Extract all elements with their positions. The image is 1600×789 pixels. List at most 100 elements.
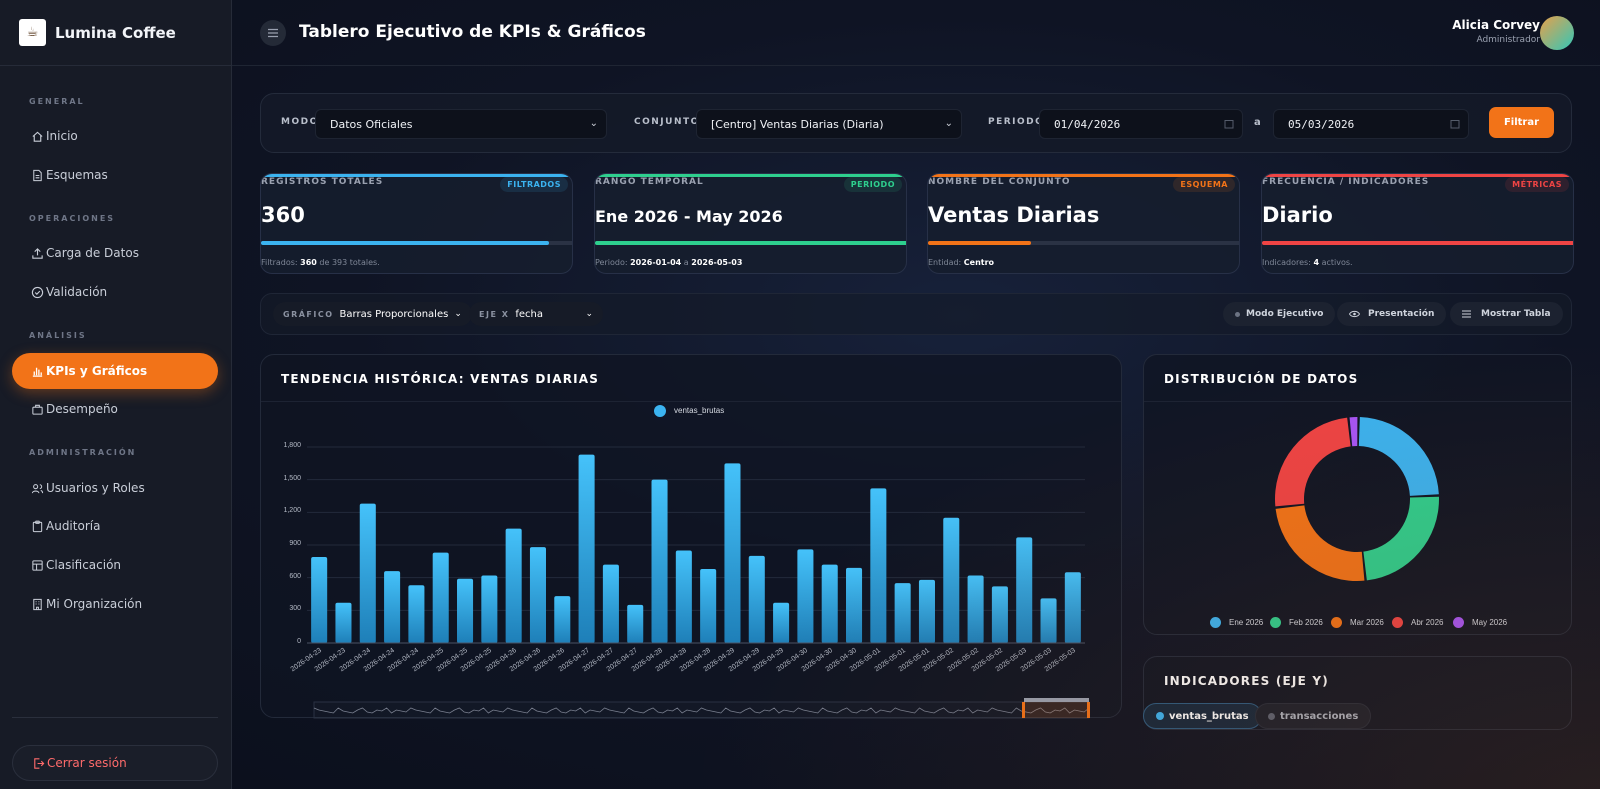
- stat-progress-fill: [595, 241, 906, 245]
- sidebar-item-carga-de-datos[interactable]: Carga de Datos: [12, 235, 218, 271]
- pie-legend-item[interactable]: Abr 2026: [1392, 617, 1443, 628]
- divider: [12, 717, 218, 718]
- trend-panel: TENDENCIA HISTÓRICA: VENTAS DIARIAS: [260, 354, 1122, 718]
- section-general: GENERAL: [29, 97, 85, 106]
- chart-bar: [311, 556, 328, 643]
- briefcase-icon: [30, 402, 44, 416]
- pie-slice: [1363, 496, 1439, 581]
- date-to-input[interactable]: 05/03/2026: [1273, 109, 1469, 139]
- chart-bar: [724, 463, 741, 643]
- x-axis-select[interactable]: EJE X fecha ⌄: [469, 302, 603, 326]
- menu-toggle-button[interactable]: [260, 20, 286, 46]
- x-axis-label: EJE X: [479, 309, 510, 319]
- chart-bar: [627, 604, 644, 643]
- avatar[interactable]: [1540, 16, 1574, 50]
- sidebar-item-validacion[interactable]: Validación: [12, 274, 218, 310]
- sidebar-item-auditoria[interactable]: Auditoría: [12, 508, 218, 544]
- status-badge: PERIODO: [843, 177, 902, 192]
- calendar-icon: [1450, 119, 1460, 132]
- section-operaciones: OPERACIONES: [29, 214, 116, 223]
- modo-value: Datos Oficiales: [330, 117, 413, 131]
- sidebar-item-usuarios-y-roles[interactable]: Usuarios y Roles: [12, 470, 218, 506]
- stat-progress-fill: [261, 241, 549, 245]
- chart-bar: [700, 568, 717, 643]
- executive-mode-button[interactable]: Modo Ejecutivo: [1223, 302, 1336, 326]
- date-to-value: 05/03/2026: [1288, 117, 1355, 131]
- date-from-input[interactable]: 01/04/2026: [1039, 109, 1243, 139]
- sidebar-item-mi-organizacion[interactable]: Mi Organización: [12, 586, 218, 622]
- sidebar-item-label: Usuarios y Roles: [46, 481, 145, 495]
- legend-label: Mar 2026: [1350, 618, 1384, 627]
- dot-icon: [1235, 311, 1240, 317]
- zoom-handle-right: [1087, 702, 1090, 718]
- stat-value: Diario: [1262, 203, 1333, 227]
- legend-marker: [1210, 617, 1221, 628]
- chart-bar: [384, 571, 401, 643]
- sidebar-item-clasificacion[interactable]: Clasificación: [12, 547, 218, 583]
- logout-label: Cerrar sesión: [47, 756, 127, 770]
- filter-button[interactable]: Filtrar: [1489, 107, 1554, 138]
- indicators-panel-title: INDICADORES (EJE Y): [1164, 674, 1329, 688]
- stat-card-registros: REGISTROS TOTALES FILTRADOS 360 Filtrado…: [260, 173, 573, 274]
- legend-label: May 2026: [1472, 618, 1508, 627]
- chevron-down-icon: ⌄: [944, 118, 953, 129]
- indicator-chip-ventas-brutas[interactable]: ventas_brutas: [1143, 703, 1262, 729]
- legend-label: ventas_brutas: [674, 406, 725, 415]
- stat-note: Indicadores: 4 activos.: [1262, 258, 1353, 267]
- stat-value: Ene 2026 - May 2026: [595, 207, 783, 226]
- brand[interactable]: ☕ Lumina Coffee: [0, 0, 231, 66]
- zoom-slider-bar: [1024, 698, 1089, 702]
- eye-icon: [1349, 310, 1360, 318]
- y-tick-label: 1,800: [283, 442, 301, 449]
- chart-bar: [967, 575, 984, 643]
- legend-label: Ene 2026: [1229, 618, 1264, 627]
- show-table-button[interactable]: Mostrar Tabla: [1450, 302, 1563, 326]
- sidebar-item-desempeno[interactable]: Desempeño: [12, 391, 218, 427]
- pie-legend-item[interactable]: Ene 2026: [1210, 617, 1263, 628]
- calendar-icon: [1224, 119, 1234, 132]
- stat-progress-bar: [595, 241, 906, 245]
- chart-bar: [943, 517, 960, 643]
- logout-button[interactable]: Cerrar sesión: [12, 745, 218, 781]
- hamburger-icon: [267, 28, 279, 38]
- legend-marker: [654, 405, 666, 417]
- conjunto-select[interactable]: [Centro] Ventas Diarias (Diaria) ⌄: [696, 109, 962, 139]
- sidebar-item-kpis-y-graficos[interactable]: KPIs y Gráficos: [12, 353, 218, 389]
- presentation-label: Presentación: [1368, 309, 1435, 319]
- status-badge: FILTRADOS: [500, 177, 568, 192]
- sidebar-item-label: Auditoría: [46, 519, 101, 533]
- stat-note: Periodo: 2026-01-04 a 2026-05-03: [595, 258, 743, 267]
- building-icon: [30, 597, 44, 611]
- pie-slice: [1275, 417, 1351, 507]
- status-badge: ESQUEMA: [1173, 177, 1235, 192]
- trend-panel-title: TENDENCIA HISTÓRICA: VENTAS DIARIAS: [281, 372, 600, 386]
- stat-note: Entidad: Centro: [928, 258, 995, 267]
- zoom-handle-left: [1022, 702, 1025, 718]
- dot-icon: [1156, 712, 1164, 720]
- modo-select[interactable]: Datos Oficiales ⌄: [315, 109, 607, 139]
- chart-type-select[interactable]: GRÁFICO Barras Proporcionales ⌄: [273, 302, 472, 326]
- stat-accent: [1262, 174, 1573, 177]
- presentation-button[interactable]: Presentación: [1337, 302, 1447, 326]
- chart-bar: [1064, 572, 1081, 643]
- pie-slice: [1349, 417, 1358, 447]
- user-name[interactable]: Alicia Corvey: [1452, 18, 1540, 32]
- pie-legend-item[interactable]: May 2026: [1453, 617, 1507, 628]
- home-icon: [30, 129, 44, 143]
- conjunto-label: CONJUNTO: [634, 117, 700, 127]
- sidebar-item-label: Esquemas: [46, 168, 108, 182]
- pie-legend-item[interactable]: Mar 2026: [1331, 617, 1384, 628]
- indicator-chip-transacciones[interactable]: transacciones: [1255, 703, 1372, 729]
- sidebar-item-label: Validación: [46, 285, 108, 299]
- date-separator: a: [1254, 117, 1261, 128]
- y-tick-label: 1,200: [283, 507, 301, 515]
- pie-legend-item[interactable]: Feb 2026: [1270, 617, 1323, 628]
- zoom-slider-window: [1024, 702, 1089, 718]
- chart-bar: [918, 579, 935, 643]
- sidebar-item-inicio[interactable]: Inicio: [12, 118, 218, 154]
- brand-logo: ☕: [19, 19, 46, 46]
- chart-bar: [675, 550, 692, 643]
- sidebar-item-esquemas[interactable]: Esquemas: [12, 157, 218, 193]
- x-axis-value: fecha: [515, 308, 543, 320]
